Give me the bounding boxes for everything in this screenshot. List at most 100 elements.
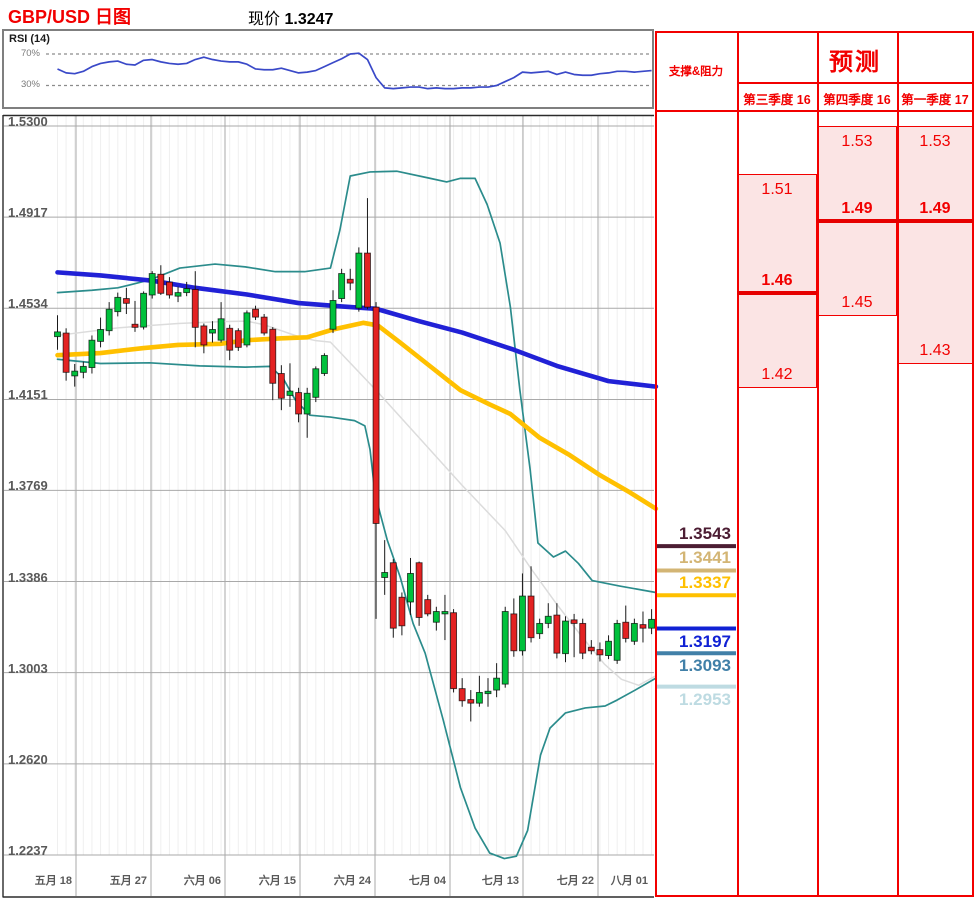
candle-up <box>174 292 182 297</box>
candle-down <box>398 596 406 627</box>
forecast-column-q3-16: 第三季度 16 <box>743 93 811 107</box>
panel-grid-vline <box>817 31 819 897</box>
candle-down <box>260 316 268 334</box>
panel-grid-vline <box>972 31 974 897</box>
forecast-pivot-line <box>737 290 817 295</box>
candle-down <box>295 392 303 415</box>
candle-up <box>407 572 414 603</box>
candle-up <box>71 370 79 377</box>
candle-down <box>62 332 70 373</box>
panel-grid-vline <box>897 31 899 897</box>
candle-down <box>269 328 277 384</box>
candle-up <box>88 339 96 369</box>
candle-up <box>209 329 216 334</box>
candle-up <box>286 390 294 396</box>
candle-down <box>596 649 604 656</box>
candle-down <box>226 327 234 351</box>
candle-down <box>157 273 165 294</box>
panel-grid-hline <box>737 82 973 84</box>
current-price-value: 1.3247 <box>284 11 334 28</box>
rsi-line <box>57 52 652 90</box>
bollinger-lower-line <box>56 358 657 860</box>
candle-up <box>312 368 320 398</box>
current-price: 现价 1.3247 <box>248 5 333 29</box>
rsi-panel-frame <box>2 29 654 109</box>
candle-up <box>536 622 544 635</box>
page-title: GBP/USD 日图 <box>8 7 132 27</box>
candle-up <box>501 611 509 685</box>
x-axis-date-label: 七月 04 <box>408 875 446 887</box>
x-axis-date-label: 七月 13 <box>481 875 519 887</box>
candle-down <box>191 289 199 328</box>
candle-down <box>458 688 466 702</box>
y-axis-tick: 1.3386 <box>8 569 48 585</box>
candle-down <box>424 599 432 615</box>
candle-up <box>518 595 526 652</box>
forecast-value: 1.53 <box>841 133 873 150</box>
candle-down <box>415 562 423 618</box>
support-resistance-header: 支撑&阻力 <box>668 66 724 78</box>
candle-down <box>639 624 647 629</box>
candle-up <box>114 296 122 313</box>
candle-down <box>122 298 130 304</box>
y-axis-tick: 1.2237 <box>8 842 48 858</box>
candle-up <box>432 611 440 623</box>
candle-up <box>562 620 569 655</box>
current-price-label: 现价 <box>248 11 281 28</box>
x-axis-date-label: 七月 22 <box>556 875 594 887</box>
candle-up <box>338 273 346 299</box>
candle-down <box>131 323 139 328</box>
rsi-70-tick: 70% <box>20 48 40 59</box>
x-axis-date-label: 五月 27 <box>109 875 147 887</box>
sr-level-label: 1.3093 <box>679 656 731 676</box>
candle-down <box>372 306 380 524</box>
y-axis-tick: 1.4534 <box>8 296 48 312</box>
y-axis-tick: 1.5300 <box>8 114 48 129</box>
candle-down <box>252 308 259 318</box>
candle-down <box>346 278 354 284</box>
candle-down <box>277 373 285 399</box>
y-axis-tick: 1.2620 <box>8 751 48 767</box>
candle-down <box>587 646 595 652</box>
candle-up <box>97 329 105 342</box>
panel-grid-hline <box>655 31 974 33</box>
forecast-value: 1.53 <box>919 133 951 150</box>
candle-up <box>648 618 656 629</box>
candle-up <box>303 392 311 415</box>
candle-up <box>329 300 337 330</box>
x-axis-date-label: 八月 01 <box>610 875 648 887</box>
sr-level-label: 1.3337 <box>679 573 731 593</box>
candle-up <box>630 622 638 642</box>
x-axis-date-label: 六月 06 <box>183 875 221 887</box>
forecast-pivot-line <box>817 219 897 224</box>
panel-grid-vline <box>655 31 657 897</box>
candle-down <box>579 622 587 654</box>
forecast-value: 1.49 <box>841 200 873 218</box>
candle-up <box>183 288 191 294</box>
bollinger-upper-line <box>56 170 657 594</box>
forecast-value: 1.43 <box>919 342 951 359</box>
forecast-column-q4-16: 第四季度 16 <box>823 93 891 107</box>
forecast-pivot-line <box>897 219 973 224</box>
forecast-value: 1.51 <box>761 180 793 198</box>
panel-grid-vline <box>737 31 739 897</box>
candle-up <box>484 690 492 695</box>
candle-up <box>605 640 612 657</box>
x-axis-date-label: 六月 24 <box>333 875 371 887</box>
y-axis-tick: 1.4151 <box>8 387 48 403</box>
candle-up <box>381 572 389 578</box>
x-axis-date-label: 六月 15 <box>258 875 296 887</box>
candle-down <box>200 325 208 346</box>
candle-down <box>467 699 475 704</box>
candle-up <box>613 622 621 661</box>
sr-level-label: 1.2953 <box>679 689 731 709</box>
candle-down <box>527 595 535 639</box>
forecast-range-box <box>897 126 973 364</box>
sr-level-label: 1.3441 <box>679 548 731 568</box>
candle-up <box>105 308 113 332</box>
candle-down <box>622 621 630 639</box>
forecast-column-q1-17: 第一季度 17 <box>901 93 969 107</box>
panel-grid-hline <box>655 895 974 897</box>
